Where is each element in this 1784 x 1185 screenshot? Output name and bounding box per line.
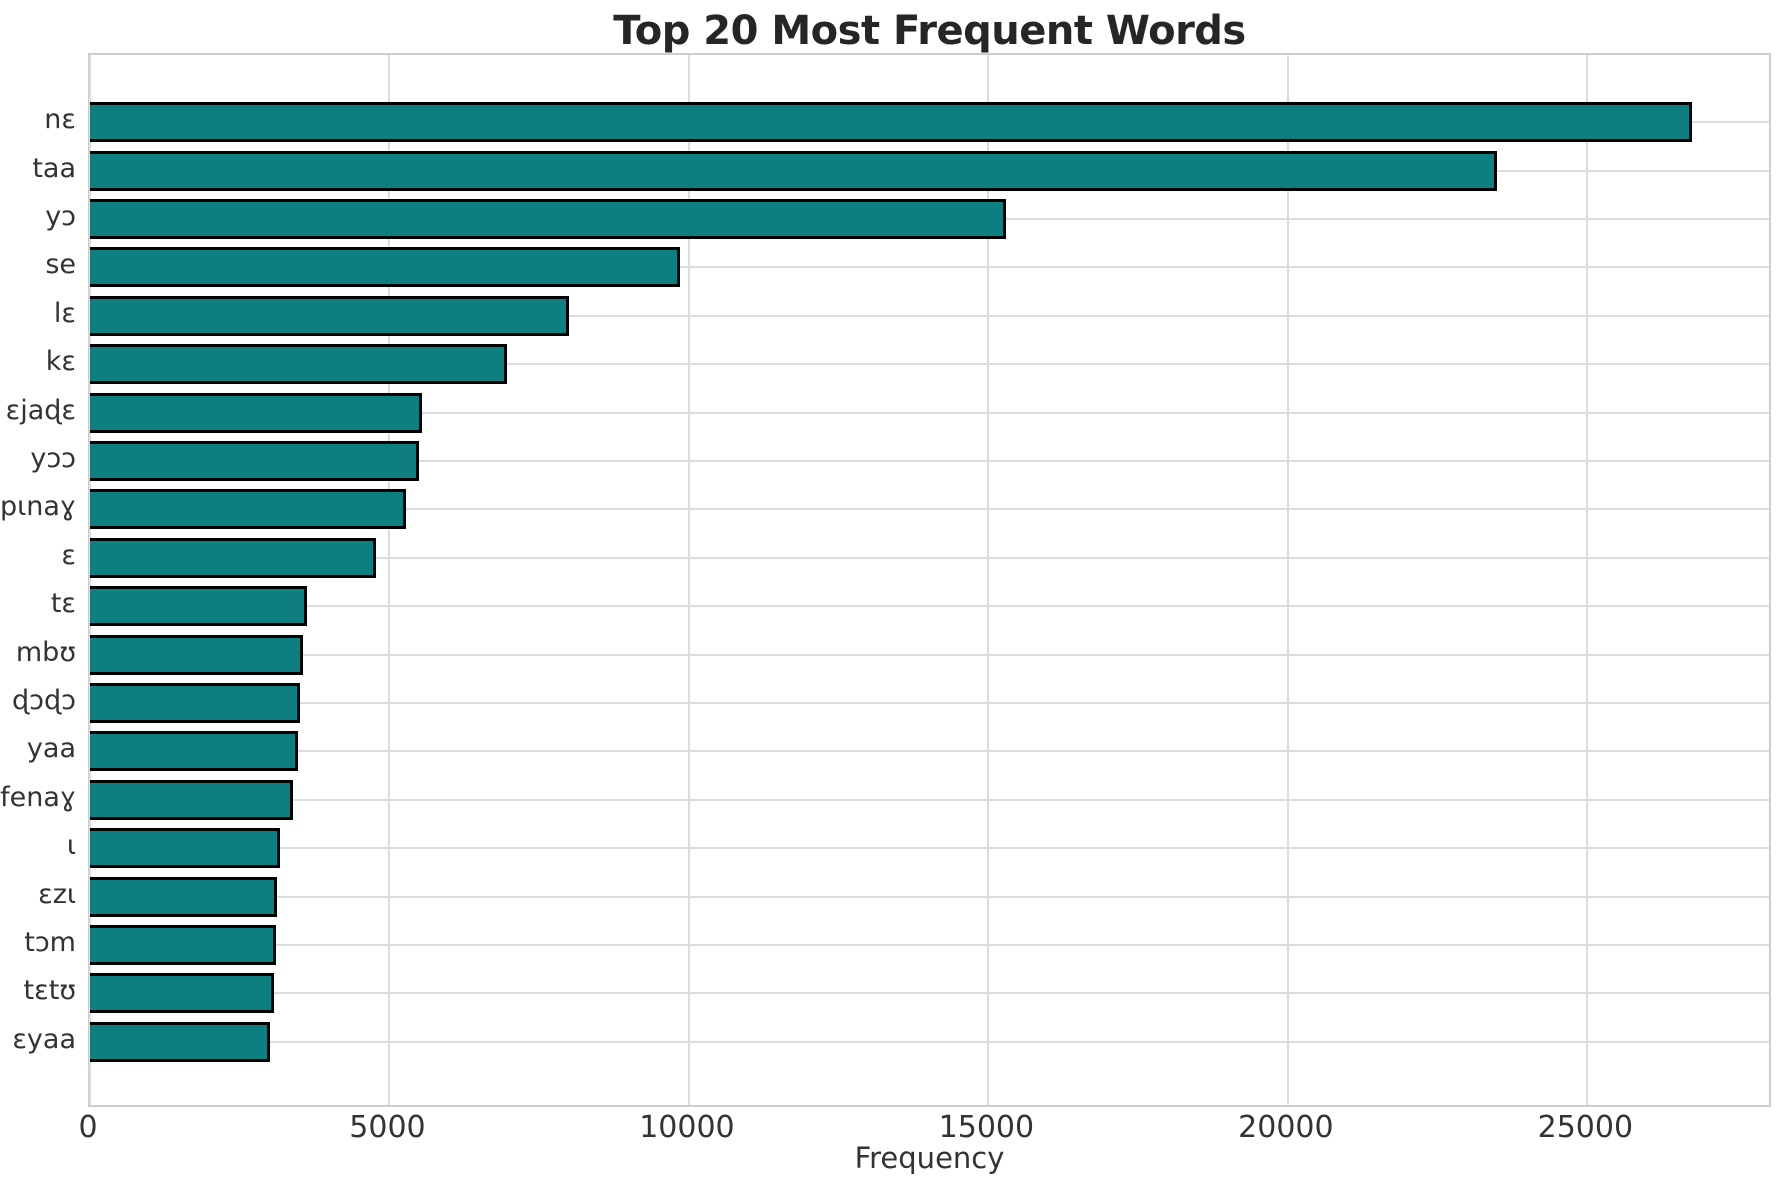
bar	[90, 344, 508, 385]
x-gridline	[987, 55, 990, 1105]
y-gridline	[90, 750, 1769, 753]
bar	[90, 876, 278, 917]
bar	[90, 102, 1693, 143]
y-gridline	[90, 895, 1769, 898]
y-gridline	[90, 556, 1769, 559]
y-tick-label: taa	[32, 152, 76, 184]
bar	[90, 925, 276, 965]
y-gridline	[90, 653, 1769, 656]
x-tick-label: 15000	[938, 1110, 1035, 1145]
y-gridline	[90, 1040, 1769, 1043]
x-tick-label: 25000	[1537, 1110, 1634, 1145]
x-gridline	[89, 55, 91, 1105]
y-tick-label: se	[45, 249, 76, 281]
bar	[90, 489, 407, 530]
bar	[90, 537, 377, 578]
y-gridline	[90, 314, 1769, 317]
bar	[90, 828, 280, 869]
y-gridline	[90, 508, 1769, 511]
y-tick-label: ɛjaɖɛ	[5, 394, 76, 426]
chart-title: Top 20 Most Frequent Words	[613, 8, 1246, 54]
y-tick-label: kɛ	[45, 346, 76, 378]
y-tick-label: ɖɔɖɔ	[12, 685, 76, 716]
x-gridline	[388, 55, 391, 1105]
y-tick-label: pɩnaɣ	[0, 491, 77, 523]
y-gridline	[90, 992, 1769, 995]
y-tick-label: yɔɔ	[30, 443, 76, 474]
x-tick-label: 0	[78, 1110, 98, 1145]
plot-area	[88, 53, 1771, 1107]
y-tick-label: ɛyaa	[12, 1023, 76, 1055]
y-gridline	[90, 460, 1769, 462]
bar	[90, 392, 423, 433]
y-tick-label: tɛ	[50, 588, 76, 620]
x-axis-title: Frequency	[854, 1141, 1005, 1175]
y-gridline	[90, 411, 1769, 414]
bar	[90, 441, 420, 481]
y-gridline	[90, 702, 1769, 704]
y-tick-label: ɛzɩ	[38, 878, 76, 910]
x-gridline	[687, 55, 690, 1105]
x-gridline	[1286, 55, 1289, 1105]
bar	[90, 973, 275, 1014]
y-tick-label: ɛ	[61, 539, 76, 571]
y-gridline	[90, 798, 1769, 801]
x-tick-label: 20000	[1238, 1110, 1334, 1145]
y-tick-label: fenaɣ	[0, 781, 76, 813]
bar	[90, 731, 299, 772]
bar	[90, 199, 1007, 239]
y-gridline	[90, 847, 1769, 850]
y-tick-label: tɛtʊ	[23, 975, 76, 1007]
bar	[90, 1021, 270, 1062]
y-tick-label: yɔ	[45, 201, 76, 232]
y-tick-label: tɔm	[24, 927, 76, 958]
x-tick-label: 10000	[639, 1110, 735, 1145]
y-gridline	[90, 944, 1769, 946]
bar	[90, 247, 680, 288]
y-tick-label: ɩ	[66, 830, 76, 862]
x-tick-label: 5000	[349, 1110, 426, 1145]
y-tick-label: lɛ	[53, 297, 76, 329]
y-gridline	[90, 363, 1769, 366]
bar	[90, 779, 294, 820]
y-tick-label: mbʊ	[15, 636, 76, 668]
y-tick-label: yaa	[26, 733, 76, 765]
y-gridline	[90, 605, 1769, 608]
y-tick-label: nɛ	[44, 104, 76, 136]
bar	[90, 634, 303, 675]
bar	[90, 295, 570, 336]
x-gridline	[1586, 55, 1589, 1105]
y-gridline	[90, 266, 1769, 269]
bar	[90, 586, 308, 627]
bar	[90, 150, 1498, 191]
bar	[90, 683, 300, 723]
